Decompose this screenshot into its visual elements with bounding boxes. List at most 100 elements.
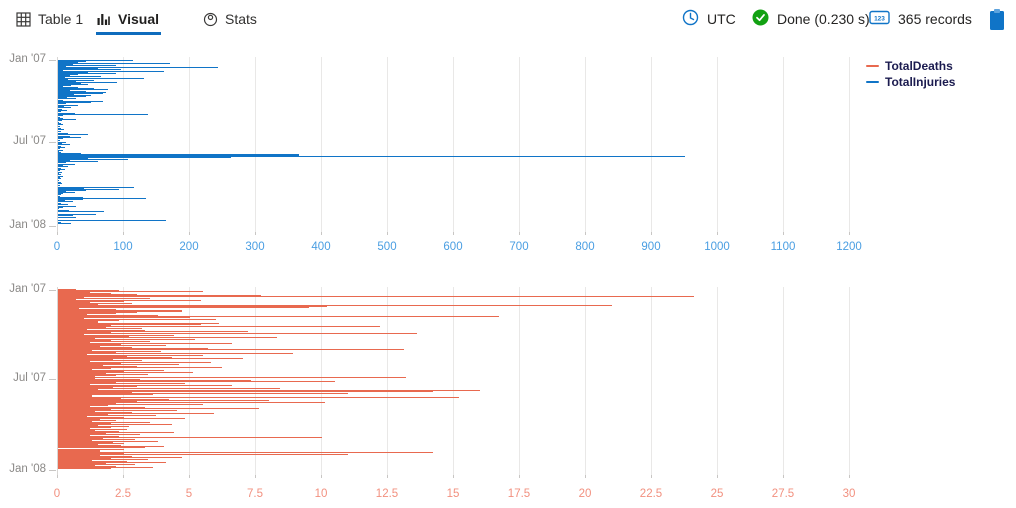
totaldeaths-bar [58, 461, 127, 462]
legend-item-totalinjuries[interactable]: TotalInjuries [866, 74, 955, 90]
totaldeaths-bar [58, 434, 90, 437]
totalinjuries-bar [58, 176, 63, 177]
totalinjuries-bar [58, 200, 65, 201]
totalinjuries-bar [58, 94, 74, 95]
x-tick-label: 30 [842, 488, 856, 500]
totaldeaths-bar [58, 293, 111, 294]
totaldeaths-bar [58, 309, 116, 310]
totalinjuries-bar [58, 147, 65, 148]
gridline [123, 57, 124, 232]
clipboard-copy-button[interactable] [987, 8, 1009, 32]
x-tick-label: 5 [185, 488, 193, 500]
totaldeaths-bar [58, 437, 322, 438]
totalinjuries-bar [58, 62, 63, 63]
x-tick-mark [585, 232, 586, 235]
totaldeaths-bar [58, 364, 179, 365]
totaldeaths-bar [58, 341, 150, 342]
totaldeaths-bar [58, 316, 499, 317]
clipboard-icon [987, 9, 1007, 36]
totaldeaths-bar [58, 442, 98, 446]
totalinjuries-bar [58, 77, 65, 78]
totaldeaths-bar [58, 360, 142, 361]
x-tick-mark [519, 475, 520, 478]
totalinjuries-bar [58, 152, 61, 153]
gridline [585, 287, 586, 475]
query-status: Done (0.230 s) [752, 0, 870, 38]
totalinjuries-bar [58, 196, 60, 197]
tab-visual[interactable]: Visual [96, 0, 161, 38]
totalinjuries-bar [58, 185, 60, 186]
totalinjuries-bar [58, 111, 61, 112]
totalinjuries-bar [58, 183, 62, 184]
totalinjuries-bar [58, 98, 76, 99]
totaldeaths-bar [58, 439, 135, 440]
y-tick-label: Jan '08 [9, 219, 46, 231]
totaldeaths-bar [58, 333, 417, 334]
totalinjuries-bar [58, 79, 68, 80]
totalinjuries-bar [58, 148, 60, 149]
tab-table-1[interactable]: Table 1 [16, 0, 83, 38]
totaldeaths-bar [58, 364, 103, 367]
totalinjuries-bar [58, 128, 61, 129]
totaldeaths-bar [58, 339, 195, 340]
totalinjuries-bar [58, 71, 164, 72]
totaldeaths-bar [58, 345, 100, 348]
totaldeaths-bar [58, 294, 137, 295]
totalinjuries-bar [58, 206, 76, 207]
totaldeaths-bar [58, 391, 433, 392]
plot-area [57, 57, 857, 235]
gridline [585, 57, 586, 232]
gridline [57, 287, 58, 475]
totaldeaths-bar [58, 337, 95, 340]
legend-swatch-blue [866, 80, 879, 84]
x-tick-mark [255, 232, 256, 235]
totaldeaths-bar [58, 419, 100, 420]
tab-stats[interactable]: Stats [203, 0, 257, 38]
totaldeaths-bar [58, 454, 348, 455]
totaldeaths-bar [58, 467, 153, 468]
totaldeaths-bar [58, 353, 87, 356]
totaldeaths-bar [58, 434, 140, 435]
totalinjuries-bar [58, 187, 134, 188]
totaldeaths-bar [58, 459, 92, 462]
x-tick-label: 300 [245, 241, 265, 253]
totalinjuries-bar [58, 188, 84, 189]
totaldeaths-bar [58, 410, 95, 413]
totalinjuries-bar [58, 109, 62, 110]
totalinjuries-bar [58, 102, 91, 103]
tab-label: Visual [118, 11, 159, 27]
totaldeaths-bar [58, 418, 185, 419]
totalinjuries-bar [58, 168, 61, 169]
x-tick-label: 1200 [836, 241, 862, 253]
gridline [519, 287, 520, 475]
totaldeaths-bar [58, 296, 84, 299]
gridline [321, 57, 322, 232]
totaldeaths-bar [58, 464, 135, 465]
totaldeaths-bar [58, 310, 182, 312]
gridline [519, 57, 520, 232]
totalinjuries-bar [58, 86, 63, 87]
totaldeaths-bar [58, 337, 277, 338]
x-tick-label: 10 [314, 488, 328, 500]
totalinjuries-bar [58, 177, 60, 178]
totalinjuries-bar [58, 113, 75, 114]
totalinjuries-bar [58, 95, 91, 96]
totalinjuries-bar [58, 61, 86, 62]
totaldeaths-bar [58, 313, 116, 314]
totalinjuries-bar [58, 199, 83, 200]
x-tick-mark [123, 475, 124, 478]
legend-label: TotalDeaths [885, 59, 953, 73]
legend-label: TotalInjuries [885, 75, 956, 89]
totalinjuries-bar [58, 191, 66, 192]
totaldeaths-bar [58, 351, 161, 352]
y-tick-mark [49, 290, 56, 291]
legend-item-totaldeaths[interactable]: TotalDeaths [866, 58, 955, 74]
timezone-selector[interactable]: UTC [682, 0, 736, 38]
totalinjuries-bar [58, 106, 64, 107]
totaldeaths-bar [58, 323, 219, 324]
x-tick-mark [387, 232, 388, 235]
totaldeaths-bar [58, 333, 84, 336]
totalinjuries-bar [58, 85, 71, 86]
totaldeaths-bar [58, 439, 92, 442]
